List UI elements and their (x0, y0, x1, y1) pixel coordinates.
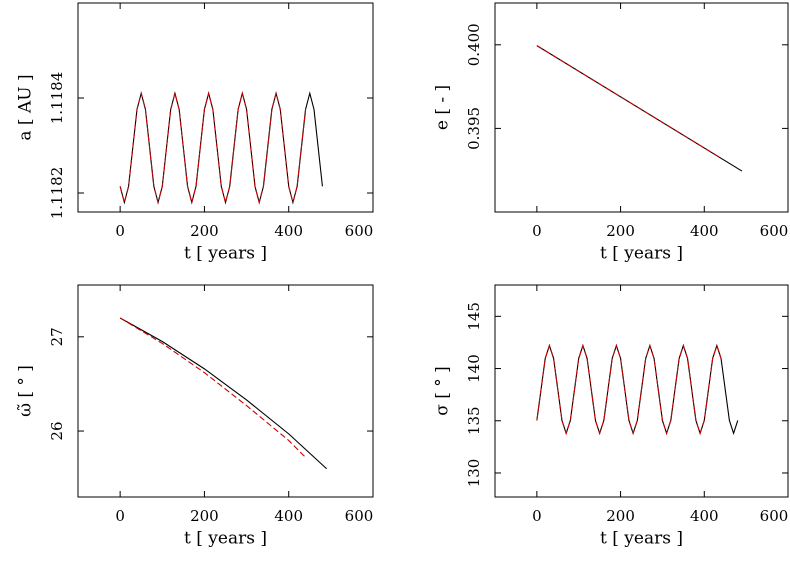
x-tick-label: 400 (690, 507, 719, 525)
x-tick-label: 200 (190, 222, 219, 240)
x-tick-label: 400 (690, 222, 719, 240)
x-axis-label: t [ years ] (600, 244, 683, 264)
axes-frame (494, 2, 789, 213)
x-tick-label: 600 (760, 222, 789, 240)
x-tick-label: 200 (606, 507, 635, 525)
x-axis-label: t [ years ] (600, 529, 683, 549)
y-axis-label: a [ AU ] (16, 74, 36, 140)
x-axis-label: t [ years ] (184, 244, 267, 264)
y-tick-label: 1.1182 (48, 167, 66, 220)
x-tick-label: 400 (274, 507, 303, 525)
y-tick-label: 140 (465, 354, 483, 383)
data-line (119, 91, 323, 205)
x-axis-label: t [ years ] (184, 529, 267, 549)
x-tick-label: 0 (532, 507, 542, 525)
y-axis-label: σ [ ° ] (433, 366, 453, 416)
x-tick-label: 600 (760, 507, 789, 525)
y-tick-label: 1.1184 (48, 72, 66, 125)
x-tick-label: 600 (345, 222, 374, 240)
axes-frame (494, 284, 789, 498)
y-tick-label: 0.400 (465, 23, 483, 66)
y-axis-label: ω̃ [ ° ] (16, 365, 36, 417)
x-tick-label: 200 (190, 507, 219, 525)
y-tick-label: 130 (465, 459, 483, 488)
y-axis-label: e [ - ] (433, 85, 453, 130)
data-line (119, 317, 328, 470)
data-line (536, 343, 739, 436)
y-tick-label: 26 (48, 421, 66, 440)
y-tick-label: 27 (48, 327, 66, 346)
data-line (119, 317, 306, 458)
axes-frame (77, 2, 374, 213)
x-tick-label: 0 (115, 222, 125, 240)
data-line (119, 91, 307, 205)
x-tick-label: 0 (115, 507, 125, 525)
y-tick-label: 145 (465, 302, 483, 331)
y-tick-label: 0.395 (465, 107, 483, 150)
x-tick-label: 400 (274, 222, 303, 240)
axes-frame (77, 284, 374, 498)
x-tick-label: 0 (532, 222, 542, 240)
x-tick-label: 200 (606, 222, 635, 240)
x-tick-label: 600 (345, 507, 374, 525)
y-tick-label: 135 (465, 406, 483, 435)
